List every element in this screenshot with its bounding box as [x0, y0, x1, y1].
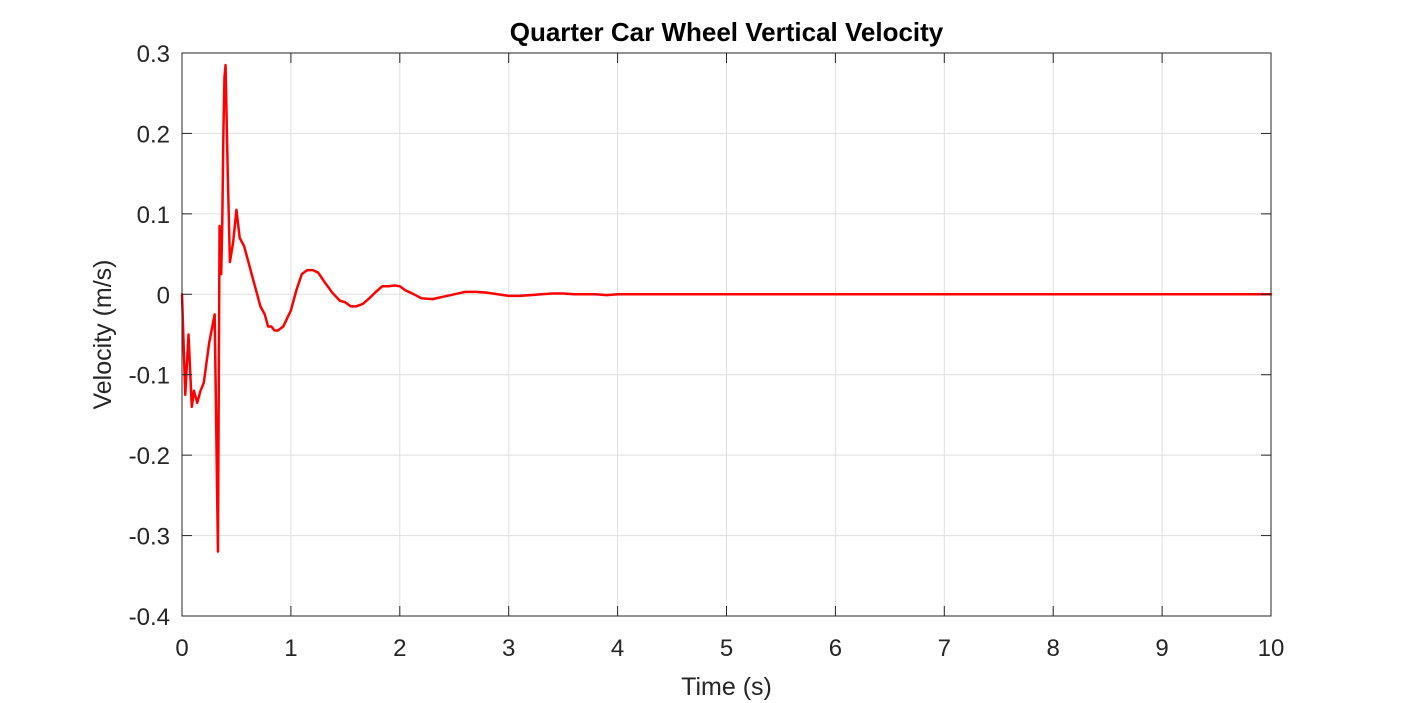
y-tick-label: -0.2	[129, 443, 170, 470]
series-layer	[180, 63, 1273, 553]
x-axis-title: Time (s)	[681, 673, 772, 701]
series-line	[180, 63, 1273, 553]
y-tick-label: -0.4	[129, 604, 170, 631]
x-tick-label: 10	[1258, 635, 1285, 662]
y-tick-label: 0.3	[137, 41, 170, 68]
x-tick-label: 9	[1155, 635, 1168, 662]
x-tick-label: 0	[175, 635, 188, 662]
x-tick-label: 2	[393, 635, 406, 662]
y-tick-label: 0	[157, 282, 170, 309]
x-tick-label: 6	[829, 635, 842, 662]
y-tick-label: 0.2	[137, 121, 170, 148]
y-axis-title: Velocity (m/s)	[89, 259, 117, 409]
y-tick-label: -0.3	[129, 524, 170, 551]
x-tick-label: 3	[502, 635, 515, 662]
x-tick-label: 5	[720, 635, 733, 662]
y-tick-label: 0.1	[137, 202, 170, 229]
x-tick-label: 8	[1047, 635, 1060, 662]
x-tick-label: 1	[284, 635, 297, 662]
axis-ticks	[181, 52, 1272, 617]
chart-title: Quarter Car Wheel Vertical Velocity	[510, 17, 944, 47]
x-tick-label: 4	[611, 635, 624, 662]
tick-labels: 0 1 2 3 4 5 6 7 8 9 10 -0.4 -0.3 -0.2 -0.1 0 0.1 0.2 0.3	[129, 41, 1285, 662]
x-tick-label: 7	[938, 635, 951, 662]
y-tick-label: -0.1	[129, 363, 170, 390]
